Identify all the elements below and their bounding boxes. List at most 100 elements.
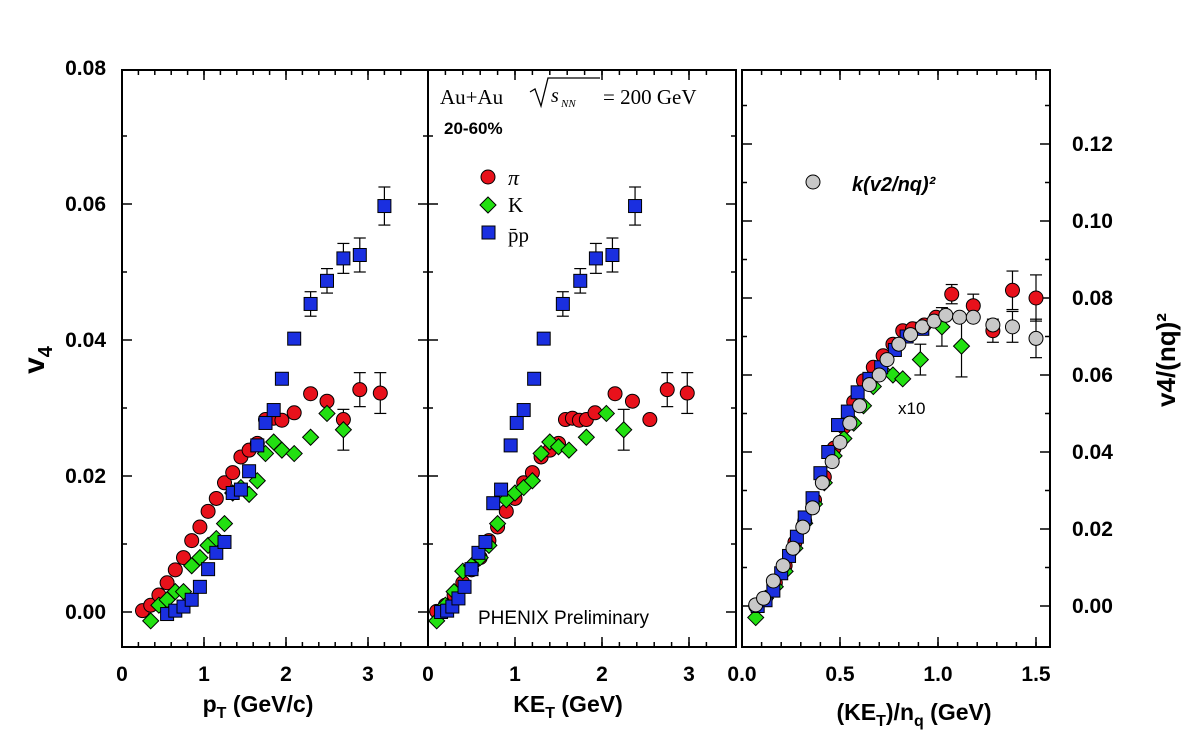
data-point	[944, 286, 960, 302]
axis-ticks	[121, 70, 1050, 647]
scale-note: x10	[898, 399, 925, 418]
data-point	[938, 307, 954, 323]
legend: πKp̄p k(v2/nq)²	[479, 165, 937, 247]
data-point	[952, 337, 971, 355]
data-point	[775, 558, 791, 574]
data-markers	[135, 199, 1044, 630]
data-point	[560, 441, 578, 459]
x-axis-label-panel-1: pT (GeV/c)	[203, 691, 314, 722]
data-point	[159, 575, 175, 591]
y-tick-label-right: 0.02	[1072, 518, 1113, 541]
data-point	[814, 475, 830, 491]
energy-value: = 200 GeV	[603, 85, 697, 109]
data-point	[503, 438, 518, 453]
data-point	[352, 248, 367, 262]
y-tick-label-left: 0.02	[65, 465, 106, 488]
data-point	[318, 404, 336, 423]
data-point	[795, 519, 811, 535]
data-point	[832, 434, 848, 450]
data-point	[336, 251, 351, 266]
data-point	[303, 386, 319, 402]
data-point	[536, 331, 551, 346]
data-point	[352, 382, 368, 398]
data-point	[628, 199, 643, 214]
data-point	[209, 545, 224, 560]
data-point	[184, 533, 200, 549]
x-tick-label: 1.5	[1021, 663, 1051, 686]
panel-2-frame	[427, 69, 737, 648]
data-point	[287, 331, 302, 346]
x-tick-label: 0	[422, 663, 434, 686]
data-point	[184, 592, 199, 607]
preliminary-label: PHENIX Preliminary	[478, 608, 650, 629]
data-point	[824, 454, 840, 470]
data-point	[516, 403, 531, 418]
data-point	[192, 579, 207, 594]
data-point	[765, 573, 781, 589]
data-point	[167, 562, 183, 578]
data-point	[965, 309, 981, 325]
data-point	[176, 550, 191, 566]
svg-text:s: s	[551, 85, 559, 107]
data-point	[747, 608, 765, 627]
legend-marker-p	[481, 225, 496, 240]
x-tick-label: 0.0	[727, 663, 756, 686]
data-point	[597, 404, 616, 423]
legend-marker-scaled	[805, 174, 821, 190]
x-tick-label: 2	[596, 663, 608, 686]
data-point	[301, 428, 320, 446]
data-point	[891, 336, 907, 352]
centrality-label: 20-60%	[444, 119, 503, 138]
data-point	[842, 415, 858, 431]
data-point	[1028, 290, 1044, 306]
y-tick-label-right: 0.12	[1072, 133, 1113, 156]
data-point	[242, 464, 257, 479]
data-point	[191, 548, 209, 567]
y-tick-label-right: 0.06	[1072, 364, 1113, 387]
data-point	[201, 562, 216, 577]
data-point	[208, 490, 224, 506]
data-point	[852, 398, 868, 414]
data-point	[509, 415, 524, 430]
legend-label-K: K	[508, 193, 523, 217]
x-tick-label: 0.5	[825, 663, 855, 686]
data-point	[233, 482, 248, 497]
x-axis-label-panel-2: KET (GeV)	[513, 691, 622, 722]
data-point	[985, 317, 1001, 333]
data-point	[532, 444, 550, 463]
data-point	[486, 496, 501, 511]
legend-marker-pi	[480, 169, 496, 185]
panel-3-frame	[741, 69, 1051, 648]
data-point	[879, 352, 895, 368]
data-point	[1004, 282, 1020, 298]
data-point	[577, 428, 596, 446]
y-tick-label-left: 0.06	[65, 193, 106, 216]
y-tick-label-left: 0.00	[65, 601, 106, 624]
data-point	[756, 590, 772, 606]
data-point	[488, 514, 507, 533]
data-point	[952, 309, 968, 325]
y-tick-label-left: 0.08	[65, 57, 106, 80]
y-tick-label-right: 0.00	[1072, 595, 1113, 618]
data-point	[464, 562, 479, 577]
data-point	[607, 386, 623, 402]
tick-labels: 0 1 2 3 0 1 2 3 0.0 0.5 1.0 1.5 0.00 0.02 0.04 0.06 0.08…	[65, 57, 1113, 686]
data-point	[573, 273, 588, 288]
data-point	[642, 412, 658, 428]
data-point	[850, 385, 865, 400]
sqrt-symbol: s NN	[529, 77, 600, 110]
data-point	[273, 441, 291, 459]
x-tick-label: 1.0	[923, 663, 952, 686]
data-point	[250, 438, 265, 453]
data-point	[1028, 330, 1044, 346]
data-point	[494, 482, 509, 497]
data-point	[192, 519, 208, 535]
data-point	[615, 421, 633, 439]
legend-label-p: p̄p	[508, 223, 529, 247]
legend-label-scaled: k(v2/nq)²	[852, 174, 937, 196]
data-point	[320, 273, 334, 288]
data-point	[274, 371, 289, 386]
y-tick-label-right: 0.04	[1072, 441, 1113, 464]
legend-label-pi: π	[508, 165, 520, 190]
